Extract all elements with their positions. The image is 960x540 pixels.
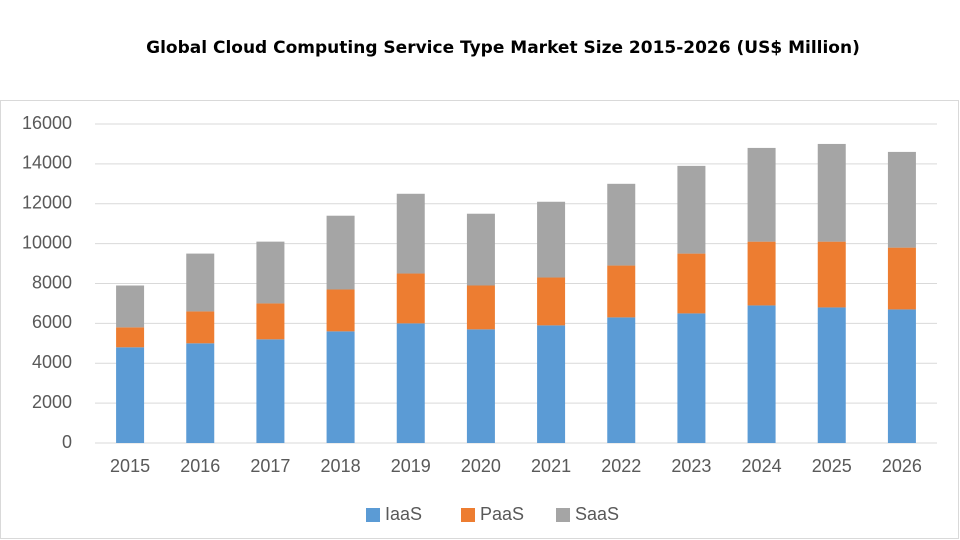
bar-segment xyxy=(607,317,636,443)
legend-label: IaaS xyxy=(385,504,422,524)
bar-segment xyxy=(887,247,916,310)
x-tick-label: 2019 xyxy=(391,456,431,476)
bar-segment xyxy=(747,305,776,443)
bar-segment xyxy=(677,165,706,254)
bar-segment xyxy=(537,201,566,278)
x-tick-label: 2025 xyxy=(812,456,852,476)
bar-segment xyxy=(817,143,846,242)
bar-segment xyxy=(186,343,215,443)
x-tick-label: 2024 xyxy=(742,456,782,476)
bar-segment xyxy=(186,253,215,312)
bar-segment xyxy=(677,253,706,314)
x-tick-label: 2017 xyxy=(250,456,290,476)
x-tick-label: 2022 xyxy=(601,456,641,476)
y-tick-label: 12000 xyxy=(22,193,72,213)
chart-title: Global Cloud Computing Service Type Mark… xyxy=(146,38,860,58)
y-tick-label: 4000 xyxy=(32,352,72,372)
bar-segment xyxy=(186,311,215,344)
bar-segment xyxy=(537,277,566,326)
legend-swatch xyxy=(461,508,475,522)
bar-segment xyxy=(466,213,495,286)
x-tick-label: 2018 xyxy=(321,456,361,476)
bar-segment xyxy=(887,151,916,248)
x-tick-label: 2026 xyxy=(882,456,922,476)
bar-segment xyxy=(396,323,425,443)
bar-segment xyxy=(677,313,706,443)
bar-segment xyxy=(396,193,425,274)
bar-segment xyxy=(256,241,285,304)
bar-segment xyxy=(607,183,636,266)
bar-segment xyxy=(747,147,776,242)
x-tick-label: 2020 xyxy=(461,456,501,476)
bar-segment xyxy=(537,325,566,443)
bar-segment xyxy=(607,265,636,318)
y-tick-label: 10000 xyxy=(22,232,72,252)
chart-frame xyxy=(0,100,959,539)
x-tick-label: 2021 xyxy=(531,456,571,476)
bar-segment xyxy=(817,241,846,308)
x-tick-label: 2015 xyxy=(110,456,150,476)
y-tick-label: 6000 xyxy=(32,312,72,332)
bar-segment xyxy=(326,289,355,332)
bar-segment xyxy=(747,241,776,306)
legend-swatch xyxy=(366,508,380,522)
bar-segment xyxy=(817,307,846,443)
bar-segment xyxy=(116,347,145,443)
y-tick-label: 14000 xyxy=(22,153,72,173)
bar-segment xyxy=(396,273,425,324)
bar-segment xyxy=(887,309,916,443)
bar-segment xyxy=(466,329,495,443)
legend-label: SaaS xyxy=(575,504,619,524)
bar-segment xyxy=(326,331,355,443)
y-tick-label: 2000 xyxy=(32,392,72,412)
bar-segment xyxy=(466,285,495,330)
bar-segment xyxy=(326,215,355,290)
x-tick-label: 2016 xyxy=(180,456,220,476)
bar-segment xyxy=(256,339,285,443)
y-tick-label: 8000 xyxy=(32,272,72,292)
x-tick-label: 2023 xyxy=(671,456,711,476)
bar-segment xyxy=(116,327,145,348)
legend-label: PaaS xyxy=(480,504,524,524)
y-tick-label: 0 xyxy=(62,432,72,452)
bar-segment xyxy=(116,285,145,328)
bar-segment xyxy=(256,303,285,340)
y-tick-label: 16000 xyxy=(22,113,72,133)
legend-swatch xyxy=(556,508,570,522)
